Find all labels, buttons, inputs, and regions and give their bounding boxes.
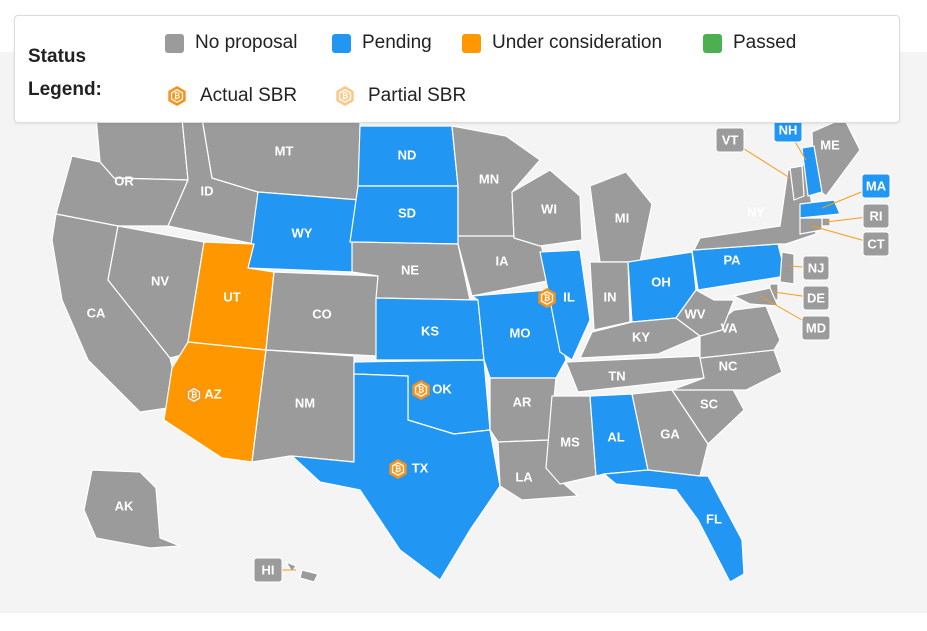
state-label-oh: OH xyxy=(651,274,671,289)
state-mi[interactable] xyxy=(589,171,653,263)
state-label-co: CO xyxy=(312,306,332,321)
state-label-mn: MN xyxy=(479,171,499,186)
state-label-ny: NY xyxy=(747,204,765,219)
state-label-ia: IA xyxy=(496,253,510,268)
state-label-ri: RI xyxy=(870,208,883,223)
state-label-nv: NV xyxy=(151,273,169,288)
pending-swatch xyxy=(332,33,351,53)
state-label-nm: NM xyxy=(295,395,315,410)
state-label-va: VA xyxy=(720,320,738,335)
bitcoin-icon xyxy=(168,86,186,106)
state-label-ma: MA xyxy=(866,178,887,193)
state-label-nc: NC xyxy=(719,358,738,373)
state-label-nd: ND xyxy=(398,147,417,162)
callout-box-md[interactable] xyxy=(801,315,831,341)
status-legend: Status Legend: No proposal Pending Under… xyxy=(14,15,900,123)
state-label-in: IN xyxy=(604,289,617,304)
callout-box-ct[interactable] xyxy=(862,231,890,257)
callout-box-vt[interactable] xyxy=(715,127,745,153)
callout-box-ma[interactable] xyxy=(861,173,891,199)
state-label-ms: MS xyxy=(560,434,580,449)
state-ar[interactable] xyxy=(489,377,557,443)
state-label-pa: PA xyxy=(723,252,741,267)
state-label-la: LA xyxy=(515,469,533,484)
state-label-hi: HI xyxy=(262,562,275,577)
state-md[interactable] xyxy=(733,287,779,307)
state-label-tn: TN xyxy=(608,368,625,383)
state-wv[interactable] xyxy=(675,289,735,337)
state-label-ok: OK xyxy=(432,381,452,396)
state-label-sd: SD xyxy=(398,205,416,220)
state-ms[interactable] xyxy=(545,395,597,485)
state-label-fl: FL xyxy=(706,511,722,526)
state-hi[interactable] xyxy=(285,561,319,583)
state-nh[interactable] xyxy=(801,145,823,197)
state-label-ga: GA xyxy=(660,426,680,441)
state-label-wy: WY xyxy=(292,225,313,240)
state-label-md: MD xyxy=(806,320,826,335)
legend-item-partial-sbr: Partial SBR xyxy=(333,84,466,108)
state-label-ne: NE xyxy=(401,262,419,277)
state-nv[interactable] xyxy=(107,225,205,359)
state-label-ks: KS xyxy=(421,323,439,338)
state-label-vt: VT xyxy=(722,132,739,147)
state-label-mi: MI xyxy=(615,210,629,225)
state-label-sc: SC xyxy=(700,396,719,411)
state-label-al: AL xyxy=(607,429,624,444)
state-label-ct: CT xyxy=(867,236,884,251)
legend-title-legend: Legend: xyxy=(28,79,102,100)
state-label-il: IL xyxy=(563,289,575,304)
state-label-ky: KY xyxy=(632,329,650,344)
legend-title-status: Status xyxy=(28,46,87,67)
state-vt[interactable] xyxy=(789,165,805,201)
state-az[interactable] xyxy=(163,341,267,463)
legend-item-no-proposal: No proposal xyxy=(165,32,297,54)
passed-swatch xyxy=(703,33,722,53)
state-label-ar: AR xyxy=(513,394,532,409)
state-wi[interactable] xyxy=(511,169,583,247)
state-label-ak: AK xyxy=(115,498,134,513)
legend-item-passed: Passed xyxy=(703,32,796,54)
state-ak[interactable] xyxy=(83,469,181,549)
no-proposal-swatch xyxy=(165,33,184,53)
legend-item-pending: Pending xyxy=(332,32,432,54)
legend-item-under-consideration: Under consideration xyxy=(462,32,662,54)
state-label-or: OR xyxy=(114,173,134,188)
legend-label: Passed xyxy=(733,32,797,53)
state-fl[interactable] xyxy=(603,469,745,583)
callout-box-hi[interactable] xyxy=(253,557,283,583)
state-wa[interactable] xyxy=(95,115,189,181)
state-label-nj: NJ xyxy=(808,260,825,275)
state-va[interactable] xyxy=(699,305,781,359)
bitcoin-faded-icon xyxy=(336,86,354,106)
legend-label: No proposal xyxy=(195,32,298,53)
state-label-id: ID xyxy=(201,183,214,198)
callout-box-ri[interactable] xyxy=(862,203,890,229)
state-ny[interactable] xyxy=(693,163,817,251)
legend-label: Pending xyxy=(362,32,432,53)
state-label-mo: MO xyxy=(510,325,531,340)
state-ga[interactable] xyxy=(631,389,709,477)
state-label-ca: CA xyxy=(87,305,106,320)
legend-label: Actual SBR xyxy=(200,85,298,106)
state-nj[interactable] xyxy=(779,251,795,285)
state-label-az: AZ xyxy=(204,386,221,401)
state-label-wi: WI xyxy=(541,201,557,216)
legend-title: Status Legend: xyxy=(28,40,102,106)
state-label-de: DE xyxy=(807,290,825,305)
state-label-tx: TX xyxy=(412,460,429,475)
legend-item-actual-sbr: Actual SBR xyxy=(165,84,297,108)
legend-label: Under consideration xyxy=(492,32,663,53)
state-label-me: ME xyxy=(820,137,840,152)
callout-box-nj[interactable] xyxy=(802,255,830,281)
state-label-wv: WV xyxy=(685,306,706,321)
state-label-nh: NH xyxy=(779,122,798,137)
callout-box-de[interactable] xyxy=(802,285,830,311)
legend-label: Partial SBR xyxy=(368,85,467,106)
state-label-mt: MT xyxy=(275,143,294,158)
state-label-ut: UT xyxy=(223,289,240,304)
state-ct[interactable] xyxy=(799,217,823,235)
under-consideration-swatch xyxy=(462,33,481,53)
